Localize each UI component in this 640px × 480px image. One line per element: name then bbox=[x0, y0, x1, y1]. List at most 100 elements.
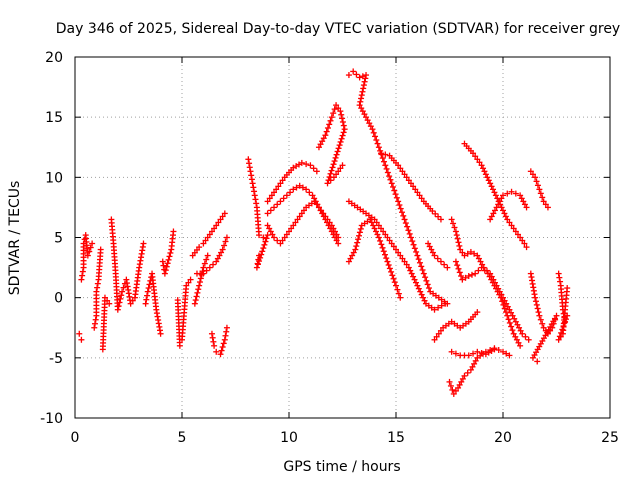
trace-point bbox=[464, 250, 471, 257]
data-point bbox=[290, 186, 297, 193]
trace-point bbox=[464, 369, 471, 376]
trace-point bbox=[468, 271, 475, 278]
trace-point bbox=[384, 169, 391, 176]
data-point bbox=[208, 330, 215, 337]
trace-point bbox=[515, 339, 522, 346]
trace-point bbox=[414, 189, 421, 196]
trace-point bbox=[542, 201, 549, 208]
trace-point bbox=[324, 216, 331, 223]
trace-point bbox=[287, 189, 294, 196]
data-point bbox=[555, 270, 562, 277]
data-point bbox=[388, 240, 395, 247]
data-point bbox=[328, 222, 335, 229]
trace-point bbox=[115, 303, 122, 310]
trace-point bbox=[333, 171, 340, 178]
trace-point bbox=[288, 225, 295, 232]
trace-point bbox=[418, 263, 425, 270]
trace-point bbox=[139, 243, 146, 250]
trace-point bbox=[512, 190, 519, 197]
data-point bbox=[420, 270, 427, 277]
trace-point bbox=[472, 311, 479, 318]
data-point bbox=[223, 324, 230, 331]
y-tick-label: 10 bbox=[45, 170, 63, 186]
trace-point bbox=[383, 255, 390, 262]
x-tick-label: 10 bbox=[280, 430, 298, 446]
trace-point bbox=[418, 291, 425, 298]
trace-point bbox=[452, 350, 459, 357]
trace-point bbox=[364, 218, 371, 225]
trace-point bbox=[299, 184, 306, 191]
trace-point bbox=[502, 309, 509, 316]
trace-point bbox=[383, 165, 390, 172]
trace-point bbox=[384, 234, 391, 241]
trace-point bbox=[557, 278, 564, 285]
data-point bbox=[414, 282, 421, 289]
trace-point bbox=[221, 242, 228, 249]
trace-point bbox=[401, 171, 408, 178]
trace-point bbox=[462, 320, 469, 327]
trace-point bbox=[488, 183, 495, 190]
trace-point bbox=[333, 237, 340, 244]
trace-point bbox=[271, 189, 278, 196]
trace-point bbox=[104, 297, 111, 304]
trace-point bbox=[197, 270, 204, 277]
trace-point bbox=[454, 262, 461, 269]
data-point bbox=[534, 358, 541, 365]
data-point bbox=[519, 330, 526, 337]
trace-point bbox=[461, 352, 468, 359]
trace-point bbox=[386, 237, 393, 244]
trace-point bbox=[503, 350, 510, 357]
trace-point bbox=[185, 279, 192, 286]
trace-point bbox=[469, 363, 476, 370]
trace-point bbox=[402, 220, 409, 227]
trace-point bbox=[374, 140, 381, 147]
trace-point bbox=[254, 260, 261, 267]
data-point bbox=[283, 192, 290, 199]
data-point bbox=[540, 198, 547, 205]
trace-point bbox=[500, 207, 506, 214]
trace-point bbox=[416, 192, 423, 199]
trace-point bbox=[350, 249, 357, 256]
trace-point bbox=[401, 258, 408, 265]
trace-point bbox=[246, 160, 253, 167]
trace-point bbox=[447, 382, 454, 389]
data-point bbox=[461, 252, 468, 259]
trace-point bbox=[203, 256, 210, 263]
data-point bbox=[204, 252, 211, 259]
trace-point bbox=[330, 225, 337, 232]
trace-point bbox=[152, 303, 159, 310]
trace-point bbox=[504, 190, 511, 197]
trace-point bbox=[427, 205, 434, 212]
trace-point bbox=[219, 344, 226, 351]
trace-point bbox=[514, 321, 521, 328]
trace-point bbox=[399, 168, 406, 175]
trace-point bbox=[504, 303, 511, 310]
trace-point bbox=[563, 288, 570, 295]
trace-point bbox=[490, 186, 497, 193]
trace-point bbox=[322, 213, 329, 220]
trace-point bbox=[319, 138, 326, 145]
trace-point bbox=[411, 245, 418, 252]
data-point bbox=[525, 336, 532, 343]
data-point bbox=[251, 192, 258, 199]
trace-point bbox=[393, 246, 399, 253]
data-point bbox=[328, 114, 335, 121]
trace-point bbox=[80, 243, 87, 250]
trace-point bbox=[374, 231, 381, 238]
trace-point bbox=[505, 316, 512, 323]
trace-point bbox=[268, 192, 275, 199]
trace-point bbox=[259, 248, 266, 255]
data-point bbox=[487, 216, 494, 223]
trace-point bbox=[488, 213, 495, 220]
trace-point bbox=[366, 120, 373, 127]
trace-point bbox=[387, 176, 394, 183]
trace-point bbox=[491, 207, 498, 214]
trace-point bbox=[222, 332, 229, 339]
data-point bbox=[431, 252, 438, 259]
data-point bbox=[378, 150, 385, 157]
trace-point bbox=[340, 122, 347, 129]
trace-point bbox=[360, 82, 367, 89]
trace-point bbox=[522, 333, 529, 340]
trace-point bbox=[478, 350, 485, 357]
trace-point bbox=[120, 284, 127, 291]
